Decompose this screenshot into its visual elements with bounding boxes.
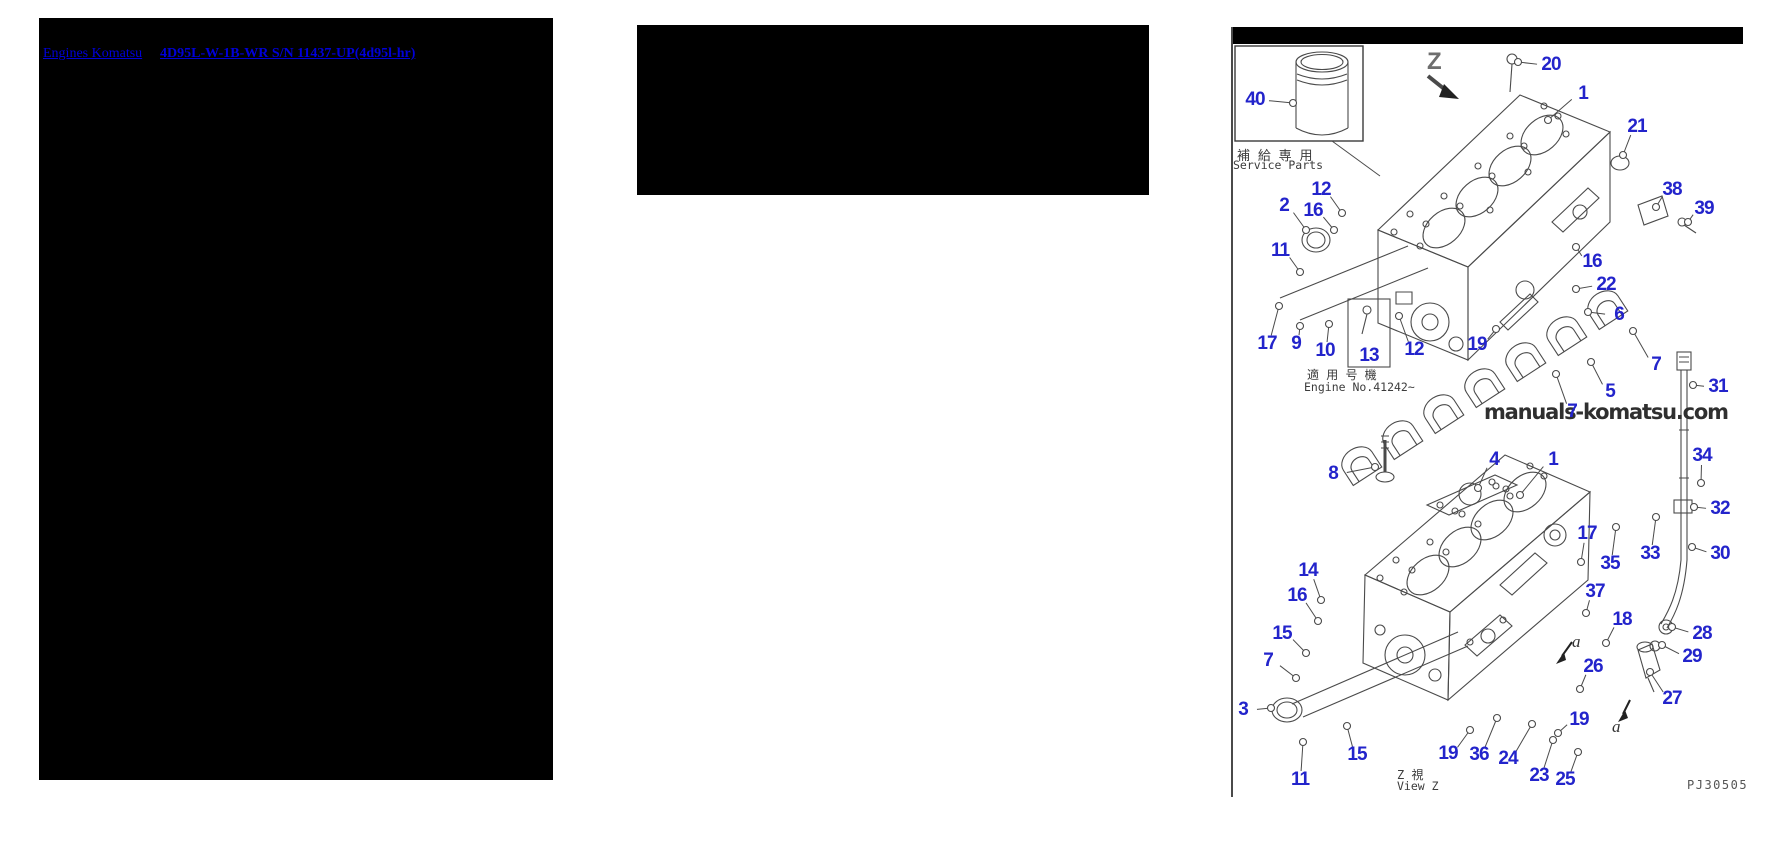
callout-11[interactable]: 11 <box>1290 769 1310 790</box>
callout-6[interactable]: 6 <box>1614 304 1625 325</box>
callout-10[interactable]: 10 <box>1315 340 1335 361</box>
detail-marker-a: a <box>1572 632 1581 651</box>
callout-12[interactable]: 12 <box>1311 179 1331 200</box>
callout-30[interactable]: 30 <box>1710 543 1730 564</box>
callout-22[interactable]: 22 <box>1596 274 1616 295</box>
service-parts-label-jp: 補 給 専 用 <box>1237 149 1313 164</box>
callout-2[interactable]: 2 <box>1279 195 1290 216</box>
watermark: manuals-komatsu.com <box>1484 400 1729 424</box>
lower-cylinder-block <box>1362 454 1592 702</box>
callout-28[interactable]: 28 <box>1692 623 1712 644</box>
callout-12[interactable]: 12 <box>1404 339 1424 360</box>
drawing-code: PJ30505 <box>1687 778 1749 792</box>
callout-27[interactable]: 27 <box>1662 688 1682 709</box>
left-parts-list-panel <box>39 18 553 780</box>
callout-29[interactable]: 29 <box>1682 646 1702 667</box>
callout-16[interactable]: 16 <box>1303 200 1323 221</box>
callout-26[interactable]: 26 <box>1583 656 1603 677</box>
callout-4[interactable]: 4 <box>1489 449 1500 470</box>
applicability-label-jp: 適 用 号 機 <box>1307 368 1377 382</box>
callout-21[interactable]: 21 <box>1627 116 1647 137</box>
callout-35[interactable]: 35 <box>1600 553 1620 574</box>
callout-15[interactable]: 15 <box>1347 744 1367 765</box>
callout-1[interactable]: 1 <box>1548 449 1559 470</box>
callout-34[interactable]: 34 <box>1692 445 1712 466</box>
callout-39[interactable]: 39 <box>1694 198 1714 219</box>
head-gasket <box>1425 474 1519 516</box>
callout-25[interactable]: 25 <box>1555 769 1575 790</box>
detail-a-arrows <box>1556 641 1631 722</box>
callout-5[interactable]: 5 <box>1605 381 1616 402</box>
model-serial-link[interactable]: 4D95L-W-1B-WR S/N 11437-UP(4d95l-hr) <box>160 46 416 61</box>
callout-16[interactable]: 16 <box>1287 585 1307 606</box>
callout-20[interactable]: 20 <box>1541 54 1561 75</box>
callout-38[interactable]: 38 <box>1662 179 1682 200</box>
callout-1[interactable]: 1 <box>1578 83 1589 104</box>
callout-24[interactable]: 24 <box>1498 748 1518 769</box>
header-panel <box>637 25 1149 195</box>
callout-15[interactable]: 15 <box>1272 623 1292 644</box>
callout-14[interactable]: 14 <box>1298 560 1318 581</box>
callout-40[interactable]: 40 <box>1245 89 1265 110</box>
callout-7[interactable]: 7 <box>1263 650 1274 671</box>
callout-11[interactable]: 11 <box>1270 240 1290 261</box>
engine-serial-note: Engine No.41242~ <box>1304 380 1415 394</box>
view-z-marker: Z <box>1427 48 1442 75</box>
diagram-top-bar <box>1232 27 1743 44</box>
callout-3[interactable]: 3 <box>1238 699 1249 720</box>
callout-18[interactable]: 18 <box>1612 609 1632 630</box>
callout-7[interactable]: 7 <box>1567 401 1578 422</box>
engines-komatsu-link[interactable]: Engines Komatsu <box>43 46 143 61</box>
upper-cylinder-block <box>1377 94 1611 362</box>
callout-13[interactable]: 13 <box>1359 345 1379 366</box>
callout-33[interactable]: 33 <box>1640 543 1660 564</box>
callout-32[interactable]: 32 <box>1710 498 1730 519</box>
callout-9[interactable]: 9 <box>1291 333 1302 354</box>
callout-31[interactable]: 31 <box>1708 376 1728 397</box>
detail-marker-a: a <box>1612 717 1621 736</box>
callout-36[interactable]: 36 <box>1469 744 1489 765</box>
callout-17[interactable]: 17 <box>1257 333 1277 354</box>
diagram-left-border <box>1231 27 1233 797</box>
callout-19[interactable]: 19 <box>1569 709 1589 730</box>
callout-19[interactable]: 19 <box>1438 743 1458 764</box>
callout-16[interactable]: 16 <box>1582 251 1602 272</box>
callout-7[interactable]: 7 <box>1651 354 1662 375</box>
callout-37[interactable]: 37 <box>1585 581 1605 602</box>
callout-8[interactable]: 8 <box>1328 463 1339 484</box>
callout-23[interactable]: 23 <box>1529 765 1549 786</box>
callout-19[interactable]: 19 <box>1467 334 1487 355</box>
service-parts-label-en: Service Parts <box>1233 158 1324 172</box>
callout-17[interactable]: 17 <box>1577 523 1597 544</box>
view-z-label-en: View Z <box>1397 779 1439 793</box>
view-z-arrow <box>1426 74 1459 99</box>
view-z-label-jp: Z 視 <box>1397 768 1424 782</box>
